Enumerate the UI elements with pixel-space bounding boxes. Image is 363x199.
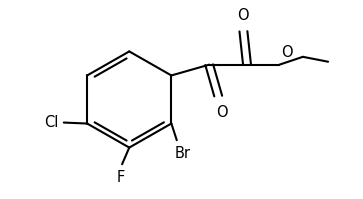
Text: F: F — [116, 170, 125, 185]
Text: Cl: Cl — [44, 115, 58, 130]
Text: O: O — [238, 9, 249, 23]
Text: O: O — [216, 105, 228, 120]
Text: Br: Br — [174, 146, 190, 161]
Text: O: O — [281, 45, 293, 60]
